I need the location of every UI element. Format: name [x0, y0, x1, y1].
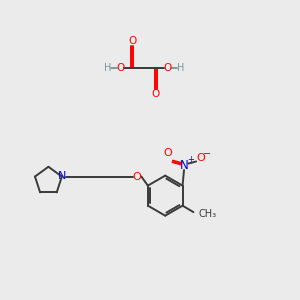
Text: CH₃: CH₃ [198, 209, 216, 220]
Text: N: N [180, 158, 189, 172]
Text: O: O [129, 36, 137, 46]
Text: O: O [133, 172, 142, 182]
Text: O: O [164, 63, 172, 73]
Text: O: O [196, 153, 205, 163]
Text: −: − [202, 148, 211, 158]
Text: O: O [116, 63, 125, 73]
Text: N: N [57, 171, 66, 181]
Text: +: + [187, 154, 194, 164]
Text: H: H [177, 63, 184, 73]
Text: O: O [151, 89, 159, 99]
Text: O: O [164, 148, 172, 158]
Text: H: H [103, 63, 111, 73]
